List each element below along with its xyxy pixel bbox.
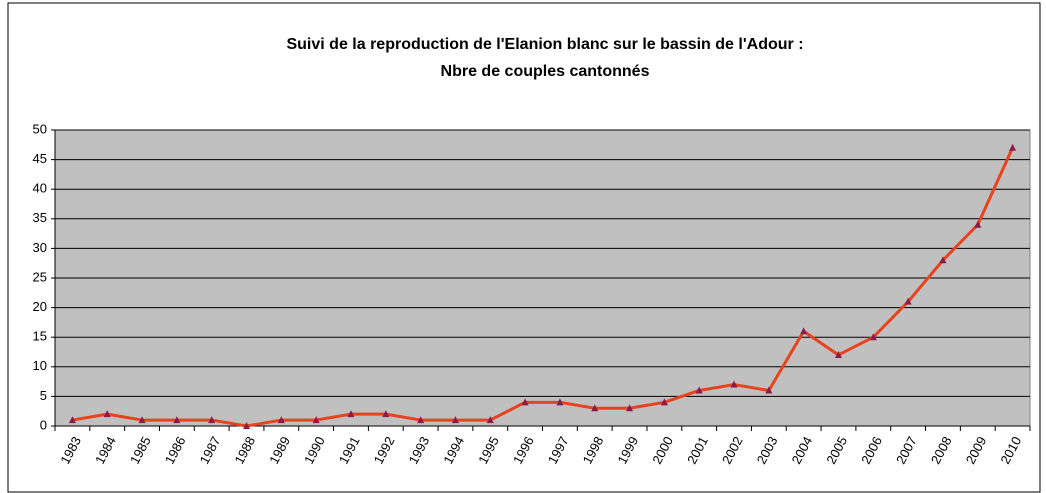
- marker: [626, 404, 634, 412]
- y-tick-label: 10: [33, 358, 47, 373]
- marker: [173, 416, 181, 424]
- y-tick-label: 35: [33, 210, 47, 225]
- y-tick-label: 40: [33, 181, 47, 196]
- y-tick-label: 50: [33, 121, 47, 136]
- marker: [243, 422, 251, 429]
- marker: [904, 297, 912, 305]
- marker: [765, 386, 773, 394]
- marker: [486, 416, 494, 424]
- marker: [417, 416, 425, 424]
- marker: [730, 380, 738, 388]
- marker: [974, 220, 982, 228]
- marker: [277, 416, 285, 424]
- y-tick-label: 25: [33, 269, 47, 284]
- marker: [347, 410, 355, 418]
- y-tick-label: 0: [40, 417, 47, 432]
- y-tick-label: 45: [33, 151, 47, 166]
- marker: [1009, 143, 1017, 151]
- marker: [556, 398, 564, 406]
- marker: [451, 416, 459, 424]
- marker: [103, 410, 111, 418]
- chart-title: Nbre de couples cantonnés: [441, 63, 650, 80]
- marker: [834, 350, 842, 358]
- marker: [68, 416, 76, 424]
- marker: [800, 327, 808, 335]
- marker: [521, 398, 529, 406]
- marker: [695, 386, 703, 394]
- y-tick-label: 20: [33, 299, 47, 314]
- y-tick-label: 15: [33, 329, 47, 344]
- marker: [869, 333, 877, 341]
- chart-title: Suivi de la reproduction de l'Elanion bl…: [286, 36, 803, 53]
- y-tick-label: 5: [40, 388, 47, 403]
- marker: [382, 410, 390, 418]
- line: [72, 147, 1014, 428]
- marker: [660, 398, 668, 406]
- y-tick-label: 30: [33, 240, 47, 255]
- marker: [312, 416, 320, 424]
- marker: [208, 416, 216, 424]
- marker: [591, 404, 599, 412]
- marker: [939, 256, 947, 264]
- marker: [138, 416, 146, 424]
